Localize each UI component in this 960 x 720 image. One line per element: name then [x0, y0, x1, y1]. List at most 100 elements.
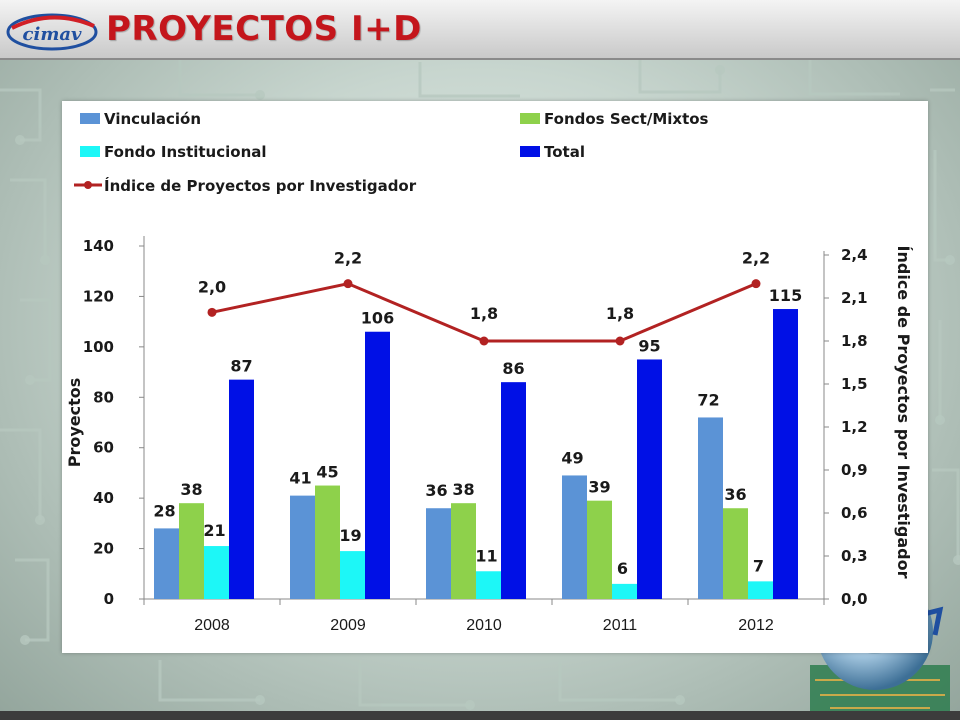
- data-label-institucional: 19: [339, 526, 361, 545]
- legend-marker-indice: [84, 181, 92, 189]
- right-tick-label: 1,5: [841, 375, 868, 393]
- bars-group: [154, 309, 798, 599]
- svg-text:cimav: cimav: [23, 24, 83, 45]
- x-category-label: 2010: [466, 617, 502, 634]
- indice-marker: [615, 336, 625, 346]
- indice-line-group: [207, 279, 761, 346]
- bar-institucional: [476, 571, 501, 599]
- bar-vinculacion: [426, 508, 451, 599]
- legend-item-total: Total: [520, 143, 585, 161]
- left-tick-label: 140: [83, 237, 114, 255]
- bar-fondos: [587, 500, 612, 599]
- chart-panel: Vinculación Fondos Sect/Mixtos Fondo Ins…: [62, 101, 928, 653]
- y-axis-title: Proyectos: [65, 378, 84, 468]
- slide-title: PROYECTOS I+D: [106, 9, 422, 49]
- x-category-label: 2012: [738, 617, 774, 634]
- indice-data-label: 2,2: [742, 249, 770, 268]
- right-axis: 0,0 0,3 0,6 0,9 1,2 1,5 1,8 2,1 2,4: [823, 246, 868, 608]
- left-axis: 0 20 40 60 80 100 120 140: [83, 236, 145, 608]
- bar-institucional: [748, 581, 773, 599]
- right-tick-label: 0,9: [841, 461, 868, 479]
- bar-total: [501, 382, 526, 599]
- cimav-logo: cimav: [6, 13, 98, 51]
- data-labels-group: 28 38 21 87 41 45 19 106 36 38 11 86 49 39 6 95 72 36 7 115…: [153, 249, 802, 578]
- right-tick-label: 1,2: [841, 418, 868, 436]
- legend-label-institucional: Fondo Institucional: [104, 143, 267, 161]
- data-label-total: 87: [230, 357, 252, 376]
- right-tick-label: 0,6: [841, 504, 868, 522]
- legend-label-indice: Índice de Proyectos por Investigador: [104, 176, 417, 195]
- data-label-vinculacion: 41: [289, 469, 311, 488]
- data-label-fondos: 39: [588, 478, 610, 497]
- y2-axis-title: Índice de Proyectos por Investigador: [894, 246, 913, 579]
- bar-fondos: [315, 485, 340, 599]
- right-tick-label: 2,4: [841, 246, 868, 264]
- indice-marker: [207, 307, 217, 317]
- indice-data-label: 1,8: [470, 304, 498, 323]
- data-label-fondos: 38: [452, 480, 474, 499]
- bar-total: [229, 379, 254, 599]
- indice-data-label: 2,0: [198, 277, 226, 296]
- bar-total: [637, 359, 662, 599]
- left-tick-label: 20: [93, 540, 114, 558]
- legend-item-indice: Índice de Proyectos por Investigador: [74, 176, 417, 195]
- legend-item-institucional: Fondo Institucional: [80, 143, 267, 161]
- right-tick-label: 0,3: [841, 547, 868, 565]
- indice-data-label: 1,8: [606, 304, 634, 323]
- data-label-total: 95: [638, 336, 660, 355]
- right-tick-label: 0,0: [841, 590, 868, 608]
- right-tick-label: 2,1: [841, 289, 868, 307]
- combo-chart: Vinculación Fondos Sect/Mixtos Fondo Ins…: [65, 110, 913, 634]
- data-label-total: 86: [502, 359, 524, 378]
- bar-fondos: [723, 508, 748, 599]
- data-label-total: 106: [361, 309, 394, 328]
- legend-label-total: Total: [544, 143, 585, 161]
- data-label-vinculacion: 36: [425, 481, 447, 500]
- x-category-label: 2009: [330, 617, 366, 634]
- legend-swatch-fondos: [520, 113, 540, 124]
- indice-data-label: 2,2: [334, 249, 362, 268]
- data-label-institucional: 7: [753, 556, 764, 575]
- left-tick-label: 0: [104, 590, 114, 608]
- legend-item-vinculacion: Vinculación: [80, 110, 201, 128]
- left-tick-label: 80: [93, 388, 114, 406]
- data-label-institucional: 21: [203, 521, 225, 540]
- indice-marker: [751, 279, 761, 289]
- bar-institucional: [340, 551, 365, 599]
- indice-marker: [479, 336, 489, 346]
- legend-label-fondos: Fondos Sect/Mixtos: [544, 110, 709, 128]
- x-axis: 2008 2009 2010 2011 2012: [143, 598, 825, 634]
- data-label-vinculacion: 72: [697, 390, 719, 409]
- right-tick-label: 1,8: [841, 332, 868, 350]
- bar-fondos: [179, 503, 204, 599]
- bar-institucional: [204, 546, 229, 599]
- data-label-fondos: 45: [316, 463, 338, 482]
- x-category-label: 2008: [194, 617, 230, 634]
- bar-total: [365, 331, 390, 599]
- chart-legend: Vinculación Fondos Sect/Mixtos Fondo Ins…: [74, 110, 709, 195]
- data-label-fondos: 36: [724, 485, 746, 504]
- data-label-institucional: 6: [617, 559, 628, 578]
- legend-swatch-vinculacion: [80, 113, 100, 124]
- legend-swatch-total: [520, 146, 540, 157]
- data-label-fondos: 38: [180, 480, 202, 499]
- left-tick-label: 40: [93, 489, 114, 507]
- left-tick-label: 60: [93, 439, 114, 457]
- data-label-vinculacion: 49: [561, 448, 583, 467]
- indice-marker: [343, 279, 353, 289]
- x-category-label: 2011: [603, 617, 638, 634]
- title-bar: cimav PROYECTOS I+D: [0, 0, 960, 60]
- data-label-vinculacion: 28: [153, 501, 175, 520]
- legend-label-vinculacion: Vinculación: [104, 110, 201, 128]
- bar-fondos: [451, 503, 476, 599]
- bar-vinculacion: [154, 528, 179, 599]
- footer-strip: [0, 711, 960, 720]
- legend-swatch-institucional: [80, 146, 100, 157]
- legend-item-fondos: Fondos Sect/Mixtos: [520, 110, 709, 128]
- bar-vinculacion: [698, 417, 723, 599]
- bar-vinculacion: [290, 495, 315, 599]
- left-tick-label: 100: [83, 338, 114, 356]
- bar-vinculacion: [562, 475, 587, 599]
- left-tick-label: 120: [83, 287, 114, 305]
